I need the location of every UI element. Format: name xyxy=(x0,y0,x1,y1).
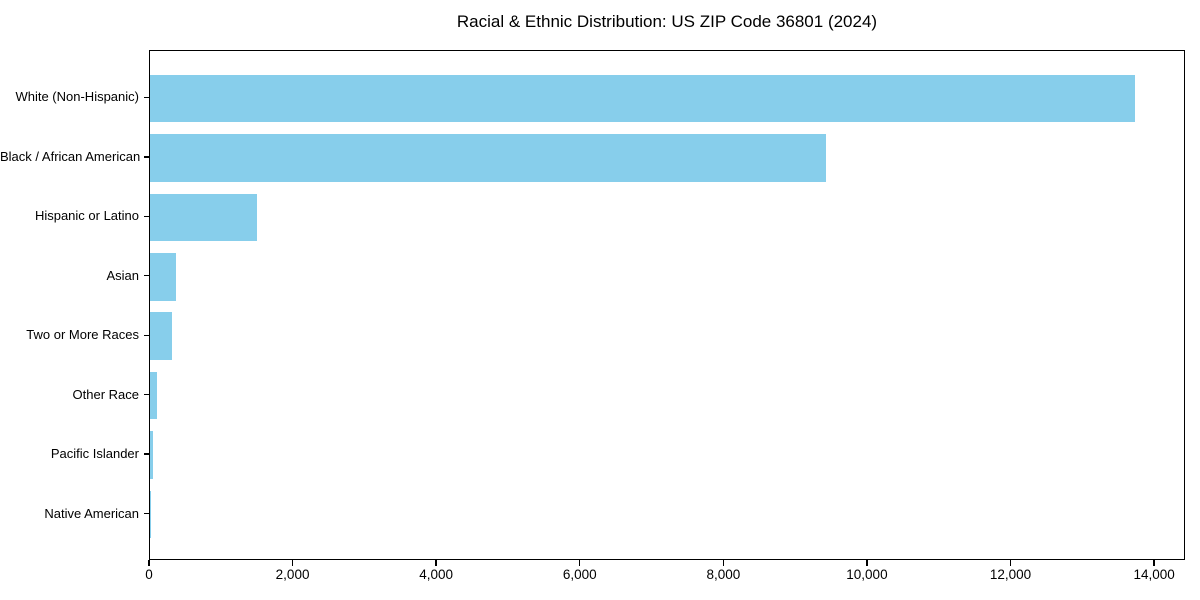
x-tick xyxy=(579,560,581,566)
x-tick-label-2-000: 2,000 xyxy=(275,567,310,582)
bar-native-american xyxy=(150,490,151,539)
bar-black-african-american xyxy=(150,134,826,182)
y-axis-label-black-african-american: Black / African American xyxy=(0,148,141,164)
x-tick xyxy=(435,560,437,566)
bar-two-or-more-races xyxy=(150,312,173,360)
x-tick xyxy=(148,560,150,566)
y-axis-label-other-race: Other Race xyxy=(72,386,139,402)
y-tick xyxy=(143,453,149,455)
bar-pacific-islander xyxy=(150,431,153,479)
x-tick xyxy=(866,560,868,566)
y-axis-label-two-or-more-races: Two or More Races xyxy=(26,327,139,343)
x-tick-label-6-000: 6,000 xyxy=(562,567,597,582)
x-tick xyxy=(722,560,725,566)
y-axis-label-asian: Asian xyxy=(106,267,139,283)
bar-asian xyxy=(150,253,177,301)
chart-title: Racial & Ethnic Distribution: US ZIP Cod… xyxy=(456,12,878,31)
x-tick xyxy=(291,560,294,566)
bar-white-non-hispanic xyxy=(150,74,1136,123)
y-axis-label-hispanic-or-latino: Hispanic or Latino xyxy=(34,208,139,224)
y-axis-label-white-non-hispanic: White (Non-Hispanic) xyxy=(15,89,139,105)
x-tick-label-0: 0 xyxy=(145,567,153,582)
x-tick xyxy=(1153,560,1155,566)
x-tick-label-4-000: 4,000 xyxy=(419,567,454,582)
x-tick-label-12-000: 12,000 xyxy=(989,567,1032,582)
y-axis-label-native-american: Native American xyxy=(44,505,139,521)
x-tick xyxy=(1009,560,1012,566)
y-tick xyxy=(143,393,149,396)
y-tick xyxy=(143,334,149,336)
bar-hispanic-or-latino xyxy=(150,193,258,242)
y-tick xyxy=(143,215,149,218)
y-axis-label-pacific-islander: Pacific Islander xyxy=(50,446,139,462)
x-tick-label-8-000: 8,000 xyxy=(706,567,741,582)
bar-other-race xyxy=(150,371,158,420)
y-tick xyxy=(143,96,149,99)
y-tick xyxy=(143,156,149,158)
y-tick xyxy=(143,512,149,515)
y-tick xyxy=(143,275,149,277)
x-tick-label-10-000: 10,000 xyxy=(846,567,888,582)
x-tick-label-14-000: 14,000 xyxy=(1133,567,1175,582)
plot-area xyxy=(149,50,1185,560)
